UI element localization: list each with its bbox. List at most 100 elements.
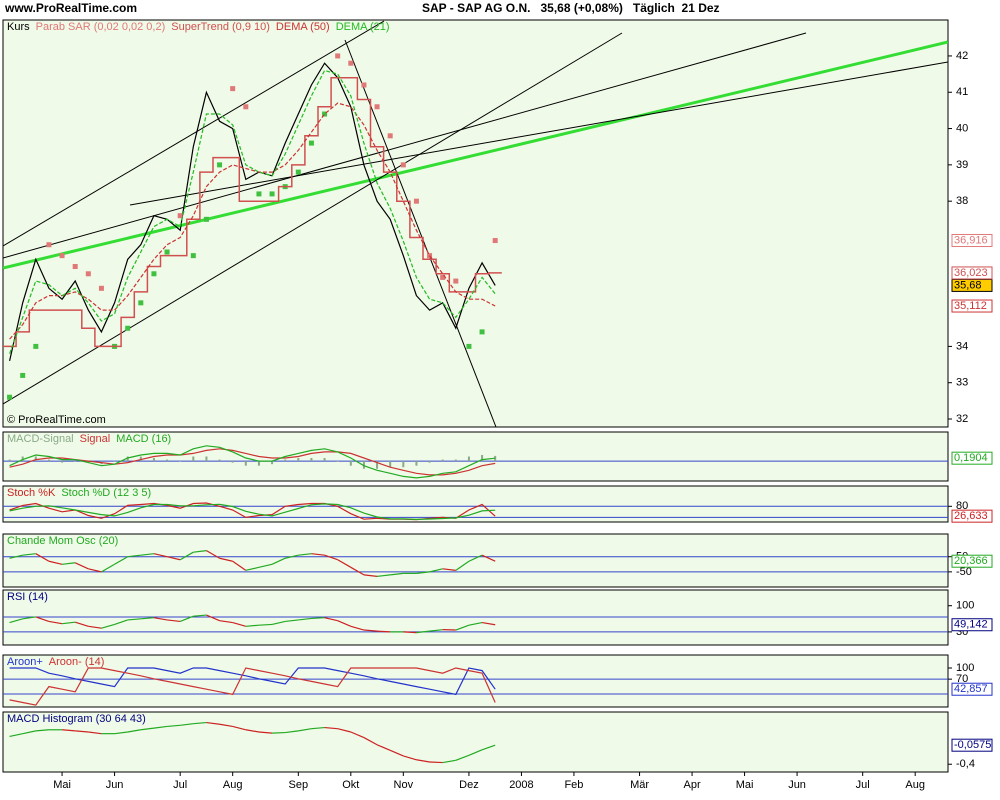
series-segment <box>285 554 299 559</box>
series-segment <box>311 726 325 730</box>
y-tick-label: 33 <box>956 377 968 389</box>
series-segment <box>363 737 378 746</box>
sar-dot <box>177 213 183 219</box>
series-segment <box>140 553 155 556</box>
series-segment <box>468 749 483 756</box>
panel <box>2 654 949 708</box>
series-segment <box>337 620 352 627</box>
sar-dot <box>46 242 52 248</box>
sar-dot <box>427 253 433 259</box>
sar-dot <box>164 249 170 255</box>
series-segment <box>206 721 220 725</box>
histogram-bar <box>441 459 444 462</box>
x-tick-label: Aug <box>223 779 243 791</box>
series-segment <box>258 563 273 568</box>
series-segment <box>271 557 286 565</box>
panel <box>2 711 949 773</box>
sar-dot <box>151 271 157 277</box>
series-segment <box>193 614 207 617</box>
series-segment <box>193 550 207 553</box>
series-segment <box>429 629 443 632</box>
series-segment <box>416 759 430 763</box>
histogram-bar <box>21 456 24 462</box>
plot-area <box>3 502 948 521</box>
histogram-bar <box>389 461 392 468</box>
series-segment <box>481 621 496 626</box>
sar-dot <box>256 191 262 197</box>
series-segment <box>324 554 338 561</box>
series-segment <box>9 733 23 738</box>
series-segment <box>429 761 443 764</box>
histogram-bar <box>402 461 405 468</box>
series-segment <box>180 723 194 726</box>
series-segment <box>481 554 496 562</box>
panel <box>2 19 949 428</box>
plot-area <box>9 721 496 764</box>
series-segment <box>416 571 430 574</box>
series-segment <box>88 625 102 629</box>
series-segment <box>468 621 483 626</box>
series-segment <box>377 630 391 633</box>
y-tick-label: 32 <box>956 413 968 425</box>
value-label: 49,142 <box>954 619 988 631</box>
site-name: www.ProRealTime.com <box>4 1 137 15</box>
series-segment <box>403 755 417 761</box>
series-segment <box>245 729 260 733</box>
histogram-bar <box>192 456 195 462</box>
legend-entry: DEMA (21) <box>336 21 390 33</box>
x-tick-label: Apr <box>684 779 701 791</box>
series-segment <box>22 616 36 620</box>
y-tick-label: 100 <box>956 600 974 612</box>
histogram-bar <box>87 461 90 463</box>
histogram-bar <box>310 458 313 462</box>
x-tick-label: Mai <box>736 779 754 791</box>
histogram-bar <box>257 461 260 466</box>
histogram-bar <box>467 456 470 462</box>
panel <box>2 533 949 588</box>
x-tick-label: Dez <box>459 779 479 791</box>
series-segment <box>9 554 23 559</box>
series-segment <box>285 619 299 623</box>
histogram-bar <box>139 456 142 462</box>
series-segment <box>35 729 49 732</box>
sar-dot <box>269 191 275 197</box>
legend-entry: DEMA (50) <box>276 21 330 33</box>
sar-dot <box>413 198 419 204</box>
y-tick-label: 70 <box>956 673 968 685</box>
legend-entry: Aroon+ <box>7 656 43 668</box>
series-segment <box>48 620 63 625</box>
value-label-box <box>951 451 993 465</box>
legend-entry: MACD (16) <box>116 433 171 445</box>
trend-line <box>129 61 948 206</box>
series-segment <box>166 619 181 623</box>
series-segment <box>245 566 260 571</box>
y-tick-label: -50 <box>956 566 972 578</box>
sar-dot <box>243 104 249 110</box>
y-tick-label: 80 <box>956 500 968 512</box>
sar-dot <box>492 238 498 244</box>
histogram-bar <box>34 456 37 462</box>
histogram-bar <box>218 459 221 462</box>
x-tick-label: Okt <box>342 779 359 791</box>
series-line <box>9 445 496 479</box>
series-segment <box>101 563 115 573</box>
series-segment <box>101 623 115 629</box>
series-segment <box>179 551 194 561</box>
value-label-box <box>951 266 993 280</box>
histogram-bar <box>8 459 11 462</box>
series-segment <box>206 614 220 622</box>
legend-entry: SuperTrend (0,9 10) <box>171 21 270 33</box>
plot-area <box>3 445 948 479</box>
series-segment <box>140 617 154 620</box>
x-tick-label: Nov <box>394 779 414 791</box>
x-tick-label: Jun <box>106 779 124 791</box>
series-segment <box>337 559 352 568</box>
series-segment <box>311 617 325 620</box>
series-segment <box>232 621 246 627</box>
histogram-bar <box>47 459 50 462</box>
value-label-box <box>951 509 993 523</box>
series-segment <box>442 568 456 571</box>
series-segment <box>390 572 404 576</box>
legend-entry: Parab SAR (0,02 0,02 0,2) <box>36 21 166 33</box>
series-segment <box>61 562 76 565</box>
